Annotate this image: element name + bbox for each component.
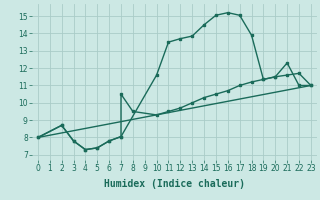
X-axis label: Humidex (Indice chaleur): Humidex (Indice chaleur) <box>104 179 245 189</box>
